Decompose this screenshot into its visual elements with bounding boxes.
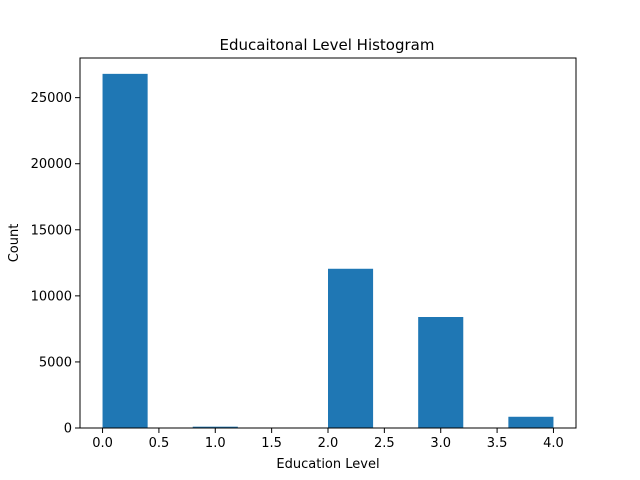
x-tick-label: 1.0 bbox=[205, 436, 226, 451]
x-tick-label: 4.0 bbox=[543, 436, 564, 451]
x-axis-label: Education Level bbox=[276, 457, 379, 472]
x-tick-label: 0.5 bbox=[149, 436, 170, 451]
x-tick-label: 2.5 bbox=[374, 436, 395, 451]
histogram-bar bbox=[328, 268, 374, 428]
plot-frame bbox=[79, 57, 577, 429]
x-tick-label: 3.0 bbox=[430, 436, 451, 451]
histogram-bar bbox=[418, 317, 464, 428]
histogram-bar bbox=[508, 416, 554, 428]
y-axis-label: Count bbox=[7, 224, 22, 263]
y-axis-ticks: 0 5000 10000 15000 20000 25000 bbox=[31, 91, 80, 437]
x-tick-label: 2.0 bbox=[318, 436, 339, 451]
bars-layer bbox=[102, 73, 554, 428]
y-tick-label: 5000 bbox=[39, 355, 72, 370]
histogram-bar bbox=[192, 426, 238, 428]
histogram-bar bbox=[102, 73, 148, 428]
chart-title: Educaitonal Level Histogram bbox=[220, 36, 435, 54]
y-tick-label: 15000 bbox=[31, 223, 72, 238]
x-tick-label: 3.5 bbox=[487, 436, 508, 451]
x-tick-label: 0.0 bbox=[92, 436, 113, 451]
x-tick-label: 1.5 bbox=[261, 436, 282, 451]
y-tick-label: 20000 bbox=[31, 157, 72, 172]
y-tick-label: 0 bbox=[64, 422, 72, 437]
x-axis-ticks: 0.0 0.5 1.0 1.5 2.0 2.5 3.0 3.5 4.0 bbox=[92, 428, 564, 451]
y-tick-label: 25000 bbox=[31, 91, 72, 106]
y-tick-label: 10000 bbox=[31, 289, 72, 304]
